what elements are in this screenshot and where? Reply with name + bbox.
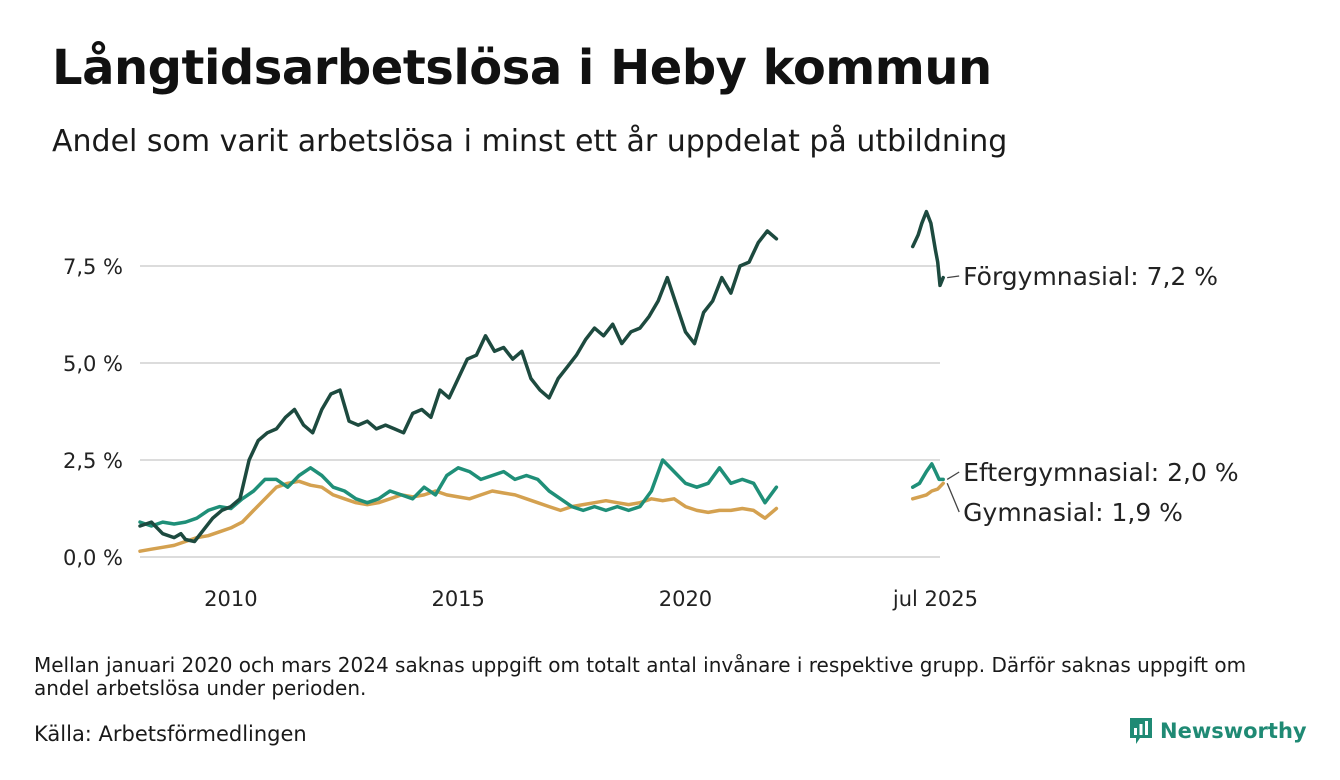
series-line-gymnasial bbox=[910, 481, 945, 501]
y-axis-ticks: 0,0 % 2,5 % 5,0 % 7,5 % bbox=[63, 255, 123, 570]
y-tick-label: 7,5 % bbox=[63, 255, 123, 279]
label-leader-line bbox=[946, 483, 960, 513]
y-tick-label: 0,0 % bbox=[63, 546, 123, 570]
x-tick-label: 2010 bbox=[204, 587, 257, 611]
series-label-förgymnasial: Förgymnasial: 7,2 % bbox=[963, 262, 1218, 291]
series-line-eftergymnasial bbox=[910, 462, 945, 489]
x-axis-ticks: 2010 2015 2020 jul 2025 bbox=[204, 587, 978, 611]
source-text: Källa: Arbetsförmedlingen bbox=[34, 722, 307, 746]
y-tick-label: 5,0 % bbox=[63, 352, 123, 376]
series-line-gymnasial bbox=[138, 479, 779, 553]
brand-name: Newsworthy bbox=[1160, 719, 1307, 743]
series-line-eftergymnasial bbox=[138, 458, 779, 528]
series-line-förgymnasial bbox=[910, 209, 945, 288]
label-leader-line bbox=[946, 471, 960, 480]
footnote: Mellan januari 2020 och mars 2024 saknas… bbox=[34, 653, 1247, 700]
y-tick-label: 2,5 % bbox=[63, 449, 123, 473]
chart-title: Långtidsarbetslösa i Heby kommun bbox=[52, 40, 992, 96]
series-label-gymnasial: Gymnasial: 1,9 % bbox=[963, 498, 1183, 527]
x-tick-label: jul 2025 bbox=[892, 587, 978, 611]
line-chart: 0,0 % 2,5 % 5,0 % 7,5 % 2010 2015 2020 jul 202… bbox=[63, 209, 1239, 611]
gridlines bbox=[140, 264, 940, 558]
label-leader-line bbox=[947, 275, 960, 279]
x-tick-label: 2015 bbox=[431, 587, 484, 611]
series-lines bbox=[138, 209, 945, 553]
chart-subtitle: Andel som varit arbetslösa i minst ett å… bbox=[52, 124, 1008, 159]
brand-logo[interactable]: Newsworthy bbox=[1128, 716, 1307, 746]
x-tick-label: 2020 bbox=[659, 587, 712, 611]
series-line-förgymnasial bbox=[138, 229, 779, 544]
series-label-eftergymnasial: Eftergymnasial: 2,0 % bbox=[963, 458, 1238, 487]
bar-chart-logo-icon bbox=[1130, 718, 1152, 744]
series-labels: Förgymnasial: 7,2 % Eftergymnasial: 2,0 %… bbox=[946, 262, 1239, 527]
